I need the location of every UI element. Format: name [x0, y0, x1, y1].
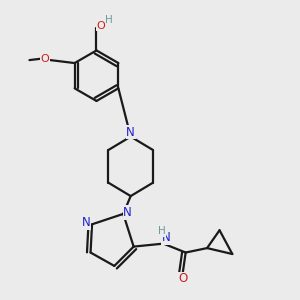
Text: O: O	[97, 21, 105, 31]
Text: O: O	[179, 272, 188, 285]
Text: N: N	[161, 231, 170, 244]
Text: N: N	[126, 126, 135, 139]
Text: N: N	[82, 216, 91, 229]
Text: O: O	[40, 54, 49, 64]
Text: H: H	[158, 226, 166, 236]
Text: H: H	[105, 15, 113, 25]
Text: N: N	[123, 206, 132, 219]
